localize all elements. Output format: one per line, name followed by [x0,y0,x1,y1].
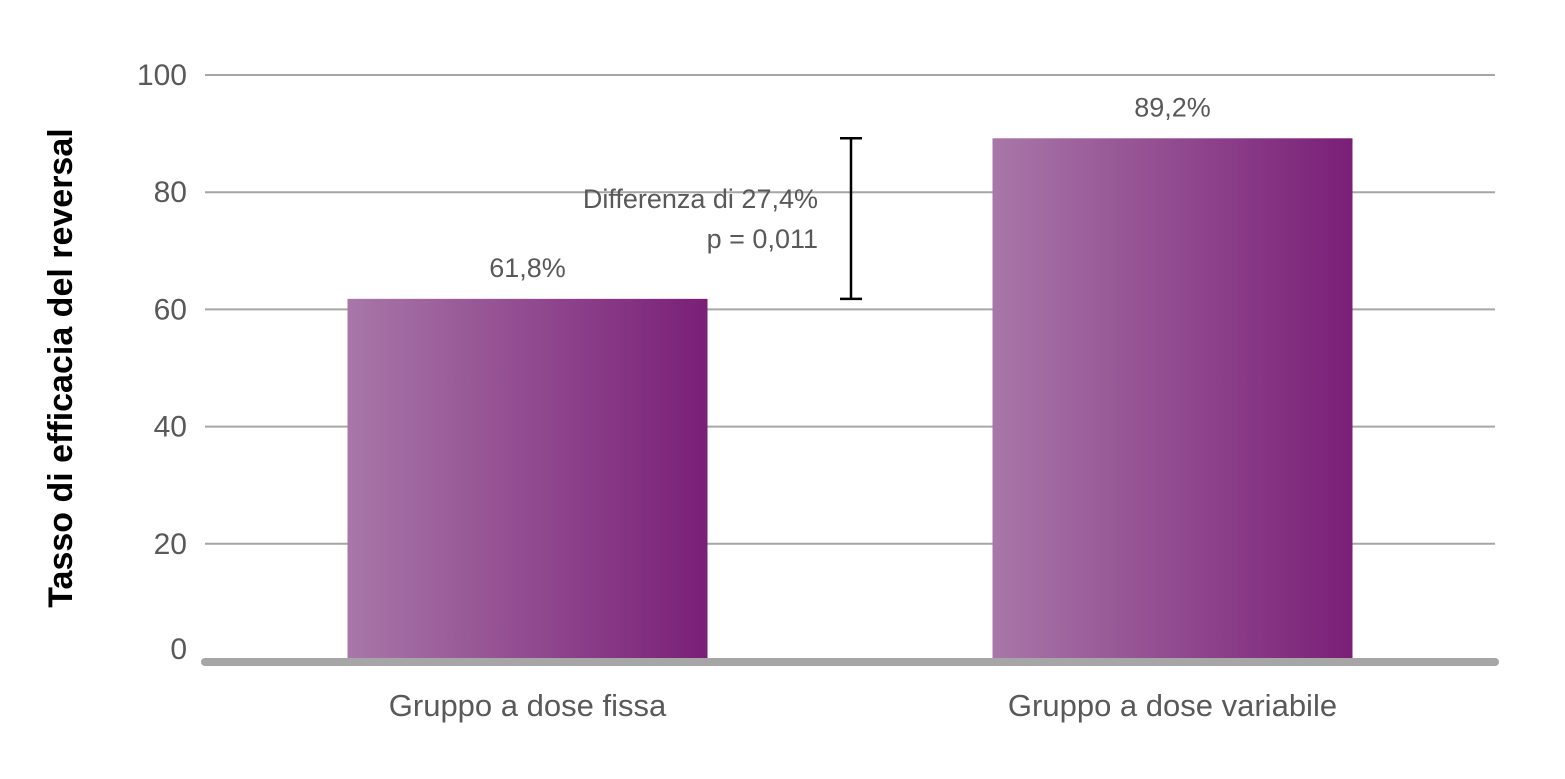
y-tick-label: 20 [154,528,187,561]
bars [347,138,1353,662]
annotation-line: Differenza di 27,4% [583,184,818,214]
y-tick-label: 80 [154,176,187,209]
y-axis-title: Tasso di efficacia del reversal [42,128,80,607]
y-tick-label: 60 [154,293,187,326]
data-label: 61,8% [489,253,566,283]
y-tick-label: 100 [137,59,187,92]
bar-1 [347,298,708,661]
y-tick-label: 40 [154,411,187,444]
x-tick-label: Gruppo a dose variabile [1008,688,1337,723]
difference-annotation: Differenza di 27,4% p = 0,011 [583,137,862,301]
annotation-line: p = 0,011 [707,224,818,254]
data-label: 89,2% [1134,92,1211,122]
bar-2 [992,138,1353,662]
y-tick-label: 0 [170,633,187,666]
x-tick-label: Gruppo a dose fissa [389,688,667,723]
labels: 0 20 40 60 80 100 61,8% Gruppo a dose fissa 89,2… [137,59,1337,723]
